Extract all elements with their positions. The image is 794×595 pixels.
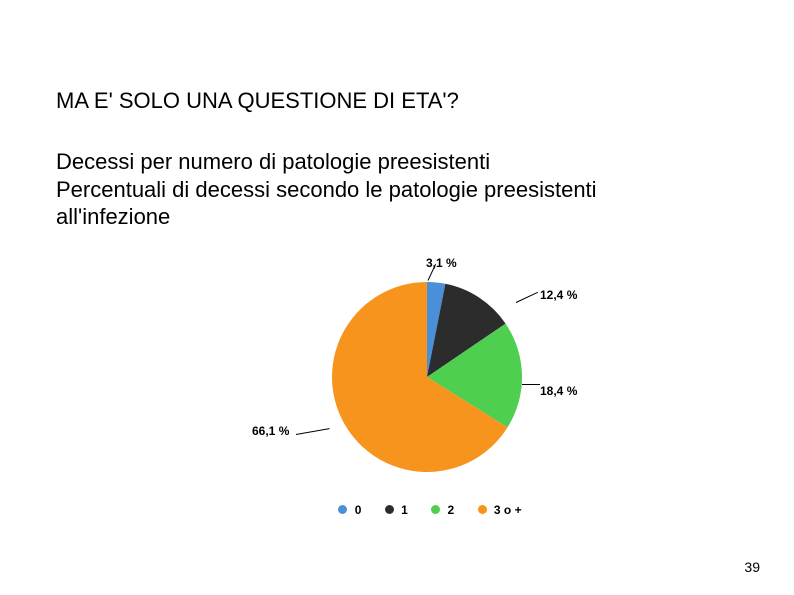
chart-legend: 0 1 2 3 o + bbox=[240, 502, 620, 517]
slide-title: MA E' SOLO UNA QUESTIONE DI ETA'? bbox=[56, 88, 459, 114]
slide-subtitle: Decessi per numero di patologie preesist… bbox=[56, 148, 696, 231]
subtitle-line-1: Decessi per numero di patologie preesist… bbox=[56, 149, 490, 174]
leader-line-2 bbox=[522, 384, 540, 385]
subtitle-line-2: Percentuali di decessi secondo le patolo… bbox=[56, 177, 597, 230]
legend-label-1: 1 bbox=[401, 503, 408, 517]
legend-item-0: 0 bbox=[338, 502, 361, 517]
legend-label-0: 0 bbox=[355, 503, 362, 517]
pct-label-2: 18,4 % bbox=[540, 384, 577, 398]
legend-swatch-0 bbox=[338, 505, 347, 514]
pie-svg bbox=[332, 282, 522, 472]
pie-chart: 3,1 % 12,4 % 18,4 % 66,1 % bbox=[240, 258, 620, 518]
legend-label-3: 3 o + bbox=[494, 503, 522, 517]
legend-swatch-3 bbox=[478, 505, 487, 514]
legend-label-2: 2 bbox=[448, 503, 455, 517]
legend-item-3: 3 o + bbox=[478, 502, 522, 517]
page-number: 39 bbox=[744, 559, 760, 575]
pct-label-0: 3,1 % bbox=[426, 256, 457, 270]
pct-label-1: 12,4 % bbox=[540, 288, 577, 302]
pct-label-3: 66,1 % bbox=[252, 424, 289, 438]
legend-swatch-2 bbox=[431, 505, 440, 514]
leader-line-3 bbox=[296, 428, 330, 435]
legend-swatch-1 bbox=[385, 505, 394, 514]
legend-item-2: 2 bbox=[431, 502, 454, 517]
legend-item-1: 1 bbox=[385, 502, 408, 517]
